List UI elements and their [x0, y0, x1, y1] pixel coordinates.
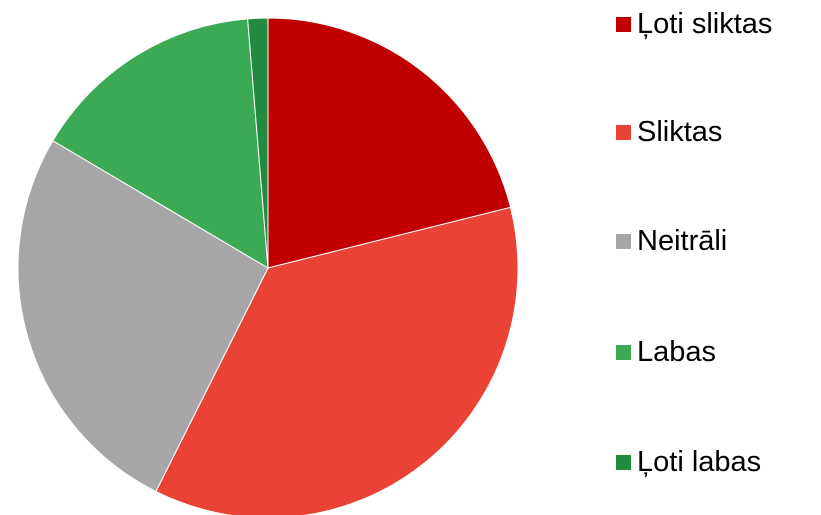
pie-slice-2 [17, 140, 269, 493]
legend-swatch [616, 234, 631, 249]
legend-item-neitrali: Neitrāli [616, 227, 727, 256]
legend-label: Neitrāli [637, 225, 728, 257]
pie-slice-0 [267, 17, 512, 269]
legend-label: Labas [637, 336, 717, 368]
pie-slices [17, 17, 519, 515]
pie-slice-3 [52, 18, 269, 269]
legend-swatch [616, 125, 631, 140]
legend-label: Sliktas [637, 116, 723, 148]
legend-label: Ļoti sliktas [637, 8, 773, 40]
pie-slice-4 [247, 17, 269, 269]
legend-item-loti-labas: Ļoti labas [616, 448, 761, 477]
pie-slice-1 [155, 206, 519, 515]
legend-swatch [616, 455, 631, 470]
legend-item-labas: Labas [616, 338, 716, 367]
pie-chart [17, 17, 519, 515]
legend-swatch [616, 345, 631, 360]
legend-label: Ļoti labas [637, 446, 762, 478]
legend-item-sliktas: Sliktas [616, 118, 722, 147]
legend-swatch [616, 17, 631, 32]
legend-item-loti-sliktas: Ļoti sliktas [616, 10, 772, 39]
